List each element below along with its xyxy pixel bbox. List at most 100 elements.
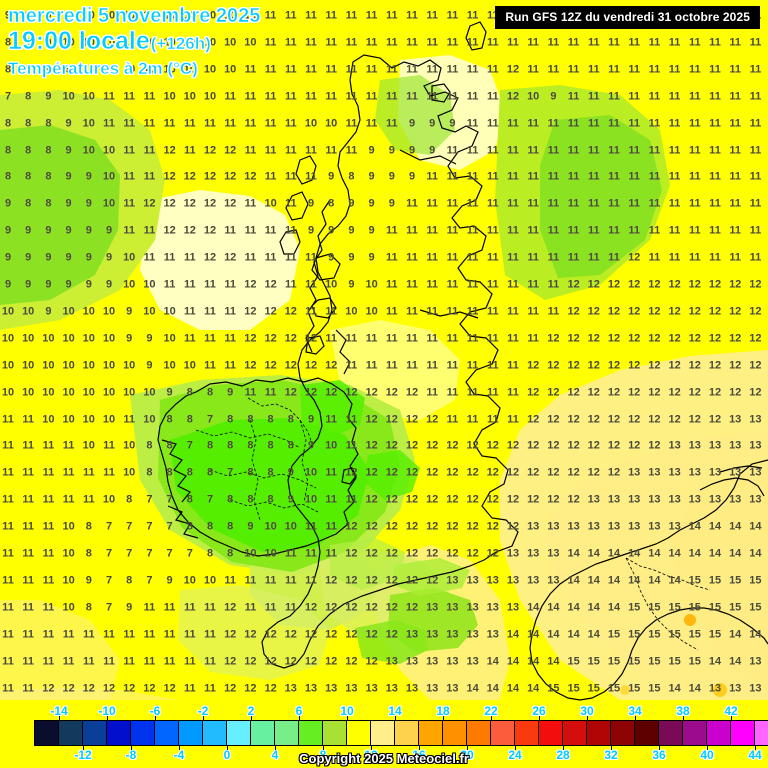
temperature-value: 10 — [42, 413, 55, 425]
temperature-value: 11 — [466, 332, 479, 345]
temperature-value: 12 — [587, 413, 600, 425]
model-run-banner: Run GFS 12Z du vendredi 31 octobre 2025 — [495, 6, 760, 29]
temperature-value: 12 — [607, 305, 621, 318]
temperature-value: 12 — [628, 386, 641, 399]
scale-tick-mark — [155, 716, 156, 720]
temperature-value: 10 — [304, 466, 318, 479]
color-scale-swatch — [419, 721, 443, 745]
temperature-value: 11 — [123, 144, 136, 156]
temperature-value: 9 — [85, 170, 92, 183]
temperature-value: 12 — [708, 305, 722, 318]
temperature-value: 12 — [244, 305, 257, 318]
scale-tick-mark — [59, 716, 60, 720]
temperature-value: 11 — [628, 90, 641, 103]
temperature-value: 9 — [388, 144, 395, 156]
temperature-value: 15 — [648, 682, 661, 694]
temperature-value: 12 — [264, 682, 277, 694]
temperature-value: 9 — [328, 170, 335, 183]
temperature-value: 14 — [668, 547, 681, 560]
temperature-value: 8 — [85, 601, 92, 614]
temperature-value: 14 — [729, 520, 742, 533]
temperature-value: 12 — [304, 359, 318, 372]
temperature-value: 7 — [227, 466, 234, 479]
temperature-value: 11 — [749, 90, 762, 103]
temperature-value: 11 — [709, 197, 721, 210]
temperature-value: 12 — [304, 332, 318, 345]
temperature-value: 10 — [102, 332, 116, 345]
temperature-value: 14 — [628, 574, 641, 587]
temperature-value: 12 — [264, 655, 277, 668]
temperature-value: 9 — [348, 224, 355, 237]
temperature-value: 15 — [587, 682, 600, 694]
temperature-value: 10 — [102, 305, 116, 318]
map-header: mercredi 5 novembre 2025 19:00 locale (+… — [8, 5, 261, 78]
temperature-value: 10 — [62, 413, 75, 425]
scale-tick-mark — [251, 716, 252, 720]
temperature-value: 11 — [527, 63, 540, 76]
temperature-value: 9 — [65, 63, 72, 76]
temperature-value: 12 — [607, 466, 621, 479]
temperature-value: 12 — [143, 682, 156, 694]
temperature-value: 12 — [648, 413, 661, 425]
temperature-value: 11 — [486, 224, 499, 237]
temperature-value: 12 — [365, 628, 378, 641]
temperature-value: 12 — [486, 493, 499, 506]
temperature-value: 9 — [348, 197, 355, 210]
temperature-value: 11 — [608, 224, 620, 237]
temperature-value: 12 — [668, 278, 681, 291]
temperature-value: 14 — [527, 655, 540, 668]
temperature-value: 12 — [749, 305, 762, 318]
temperature-value: 12 — [628, 278, 641, 291]
temperature-value: 10 — [82, 63, 95, 76]
temperature-value: 10 — [163, 63, 176, 76]
temperature-value: 7 — [4, 90, 12, 103]
temperature-value: 11 — [527, 224, 540, 237]
scale-tick-label-top: 10 — [340, 704, 354, 718]
temperature-value: 11 — [426, 224, 439, 237]
temperature-value: 10 — [163, 305, 176, 318]
temperature-value: 7 — [166, 547, 173, 560]
temperature-value: 11 — [486, 63, 499, 76]
temperature-value: 11 — [82, 628, 95, 641]
temperature-value: 11 — [729, 170, 742, 183]
temperature-value: 12 — [365, 655, 378, 668]
temperature-value: 10 — [304, 493, 318, 506]
temperature-value: 12 — [304, 601, 318, 614]
color-scale-bar[interactable] — [34, 720, 768, 746]
temperature-value: 14 — [587, 547, 600, 560]
scale-tick-mark — [227, 746, 228, 750]
temperature-value: 11 — [183, 251, 196, 264]
temperature-value: 11 — [2, 655, 14, 668]
temperature-value: 15 — [668, 655, 681, 668]
temperature-value: 12 — [628, 305, 641, 318]
temperature-value: 11 — [426, 90, 439, 103]
temperature-value: 11 — [486, 251, 499, 264]
temperature-value: 15 — [749, 574, 762, 587]
temperature-value: 11 — [688, 251, 701, 264]
temperature-value: 11 — [608, 36, 620, 49]
temperature-value: 9 — [65, 251, 72, 264]
temperature-value: 11 — [123, 655, 136, 668]
temperature-value: 14 — [648, 547, 661, 560]
temperature-value: 9 — [45, 9, 52, 22]
temperature-value: 11 — [264, 224, 277, 237]
temperature-value: 9 — [105, 224, 113, 237]
temperature-value: 11 — [305, 63, 317, 76]
temperature-value: 12 — [385, 466, 398, 479]
temperature-value: 11 — [466, 251, 479, 264]
temperature-value: 10 — [42, 332, 55, 345]
temperature-value: 11 — [486, 386, 499, 399]
temperature-value: 11 — [648, 117, 661, 130]
temperature-value: 9 — [429, 117, 436, 130]
temperature-value: 11 — [163, 628, 176, 641]
color-scale-swatch — [251, 721, 275, 745]
temperature-value: 12 — [203, 144, 217, 156]
temperature-value: 11 — [668, 90, 681, 103]
temperature-value: 13 — [486, 601, 499, 614]
temperature-value: 11 — [567, 144, 580, 156]
temperature-value: 13 — [385, 655, 398, 668]
temperature-value: 11 — [527, 36, 540, 49]
temperature-value: 12 — [385, 413, 398, 425]
header-date: mercredi 5 novembre 2025 — [8, 5, 261, 27]
temperature-value: 8 — [85, 520, 92, 533]
